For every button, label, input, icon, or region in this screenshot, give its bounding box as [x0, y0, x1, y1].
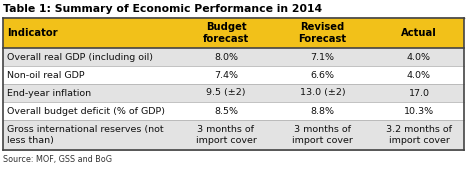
Text: Table 1: Summary of Economic Performance in 2014: Table 1: Summary of Economic Performance…: [3, 4, 322, 15]
Text: 7.4%: 7.4%: [214, 70, 238, 79]
Bar: [3, 102, 464, 120]
Text: Overall real GDP (including oil): Overall real GDP (including oil): [7, 52, 153, 62]
Text: 8.0%: 8.0%: [214, 52, 238, 62]
Text: Overall budget deficit (% of GDP): Overall budget deficit (% of GDP): [7, 107, 165, 116]
Text: Source: MOF, GSS and BoG: Source: MOF, GSS and BoG: [3, 155, 112, 164]
Bar: [3, 18, 464, 48]
Text: 4.0%: 4.0%: [407, 70, 431, 79]
Bar: [3, 120, 464, 150]
Text: 3 months of
import cover: 3 months of import cover: [292, 125, 353, 145]
Text: 10.3%: 10.3%: [404, 107, 434, 116]
Text: 8.5%: 8.5%: [214, 107, 238, 116]
Text: Non-oil real GDP: Non-oil real GDP: [7, 70, 85, 79]
Text: Indicator: Indicator: [7, 28, 58, 38]
Bar: [3, 48, 464, 66]
Text: End-year inflation: End-year inflation: [7, 89, 91, 97]
Text: 13.0 (±2): 13.0 (±2): [300, 89, 346, 97]
Text: 3.2 months of
import cover: 3.2 months of import cover: [386, 125, 452, 145]
Text: 6.6%: 6.6%: [310, 70, 335, 79]
Text: Gross international reserves (not
less than): Gross international reserves (not less t…: [7, 125, 164, 145]
Text: 17.0: 17.0: [409, 89, 429, 97]
Text: 9.5 (±2): 9.5 (±2): [206, 89, 246, 97]
Text: 8.8%: 8.8%: [310, 107, 335, 116]
Bar: [3, 84, 464, 102]
Text: Actual: Actual: [401, 28, 437, 38]
Text: Budget
forecast: Budget forecast: [203, 22, 249, 44]
Text: Revised
Forecast: Revised Forecast: [299, 22, 346, 44]
Text: 7.1%: 7.1%: [310, 52, 335, 62]
Text: 3 months of
import cover: 3 months of import cover: [196, 125, 256, 145]
Text: 4.0%: 4.0%: [407, 52, 431, 62]
Bar: [3, 66, 464, 84]
